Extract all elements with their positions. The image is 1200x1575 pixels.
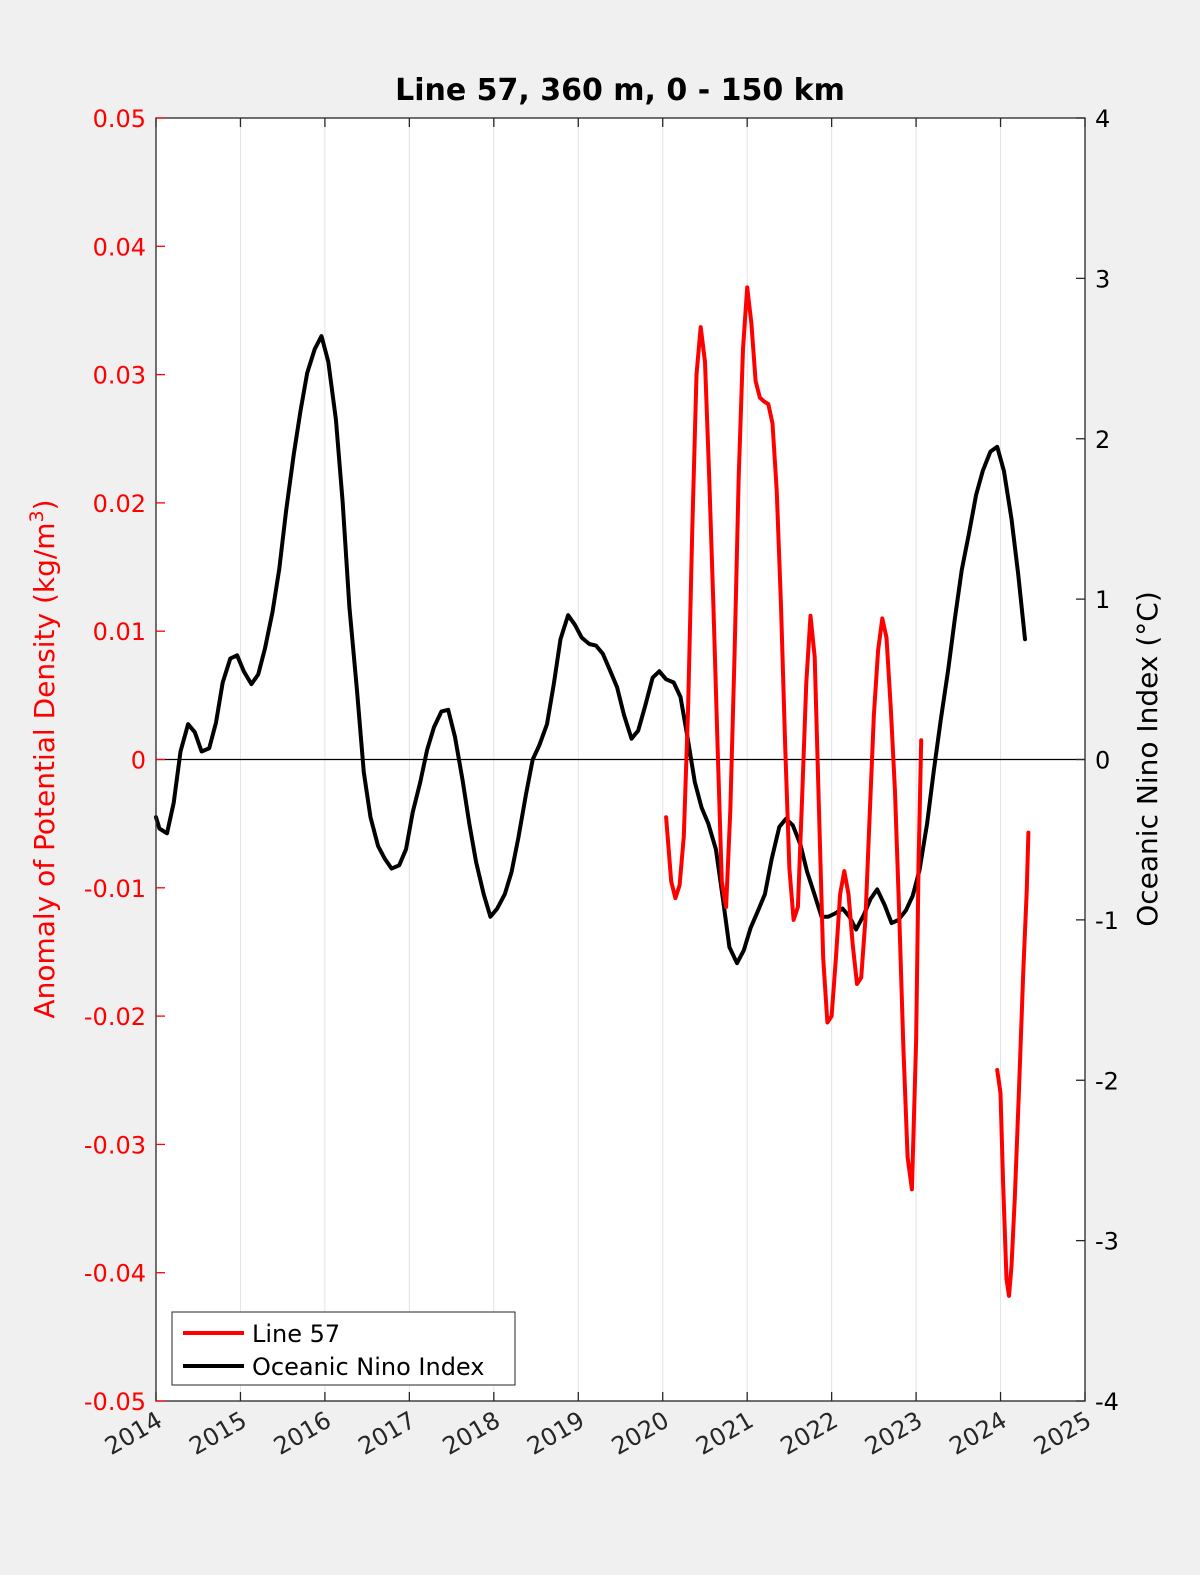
y-left-tick-label: -0.04 <box>84 1260 146 1288</box>
y-left-tick-label: 0 <box>131 747 146 775</box>
y-right-tick-label: 1 <box>1095 586 1110 614</box>
chart-title: Line 57, 360 m, 0 - 150 km <box>395 73 845 108</box>
y-right-tick-label: 4 <box>1095 105 1110 133</box>
y-left-tick-label: -0.01 <box>84 875 146 903</box>
y-left-tick-label: 0.02 <box>93 490 146 518</box>
y-left-tick-label: -0.03 <box>84 1131 146 1159</box>
y-right-tick-label: 0 <box>1095 747 1110 775</box>
y-right-tick-label: -4 <box>1095 1388 1119 1416</box>
y-left-tick-label: 0.01 <box>93 618 146 646</box>
y-left-tick-label: -0.02 <box>84 1003 146 1031</box>
series-line-57-segment <box>664 285 924 1192</box>
legend-line-57-label: Line 57 <box>252 1320 340 1348</box>
y-left-tick-label: -0.05 <box>84 1388 146 1416</box>
y-right-tick-label: -2 <box>1095 1067 1119 1095</box>
y-left-tick-label: 0.04 <box>93 233 146 261</box>
y-right-tick-label: -1 <box>1095 907 1119 935</box>
y-axis-left-label: Anomaly of Potential Density (kg/m3) <box>26 499 61 1018</box>
legend: Line 57 Oceanic Nino Index <box>171 1311 516 1386</box>
y-left-tick-label: 0.03 <box>93 362 146 390</box>
y-right-tick-label: -3 <box>1095 1228 1119 1256</box>
y-axis-left-label-end: ) <box>28 499 61 510</box>
y-axis-left-label-text: Anomaly of Potential Density (kg/m <box>28 522 61 1018</box>
series-oceanic-nino-index-line <box>154 334 1027 966</box>
y-axis-right-label: Oceanic Nino Index (°C) <box>1131 591 1164 927</box>
series-line-57-segment <box>995 830 1031 1298</box>
y-left-tick-label: 0.05 <box>93 105 146 133</box>
y-axis-left-label-superscript: 3 <box>26 510 48 522</box>
series-layer <box>154 285 1031 1298</box>
plot-area: 2014 2015 2016 2017 2018 2019 2020 2021 2022 2023… <box>84 105 1119 1461</box>
y-right-tick-label: 3 <box>1095 265 1110 293</box>
legend-oni-label: Oceanic Nino Index <box>252 1353 484 1381</box>
y-right-tick-label: 2 <box>1095 426 1110 454</box>
legend-box <box>171 1311 516 1386</box>
